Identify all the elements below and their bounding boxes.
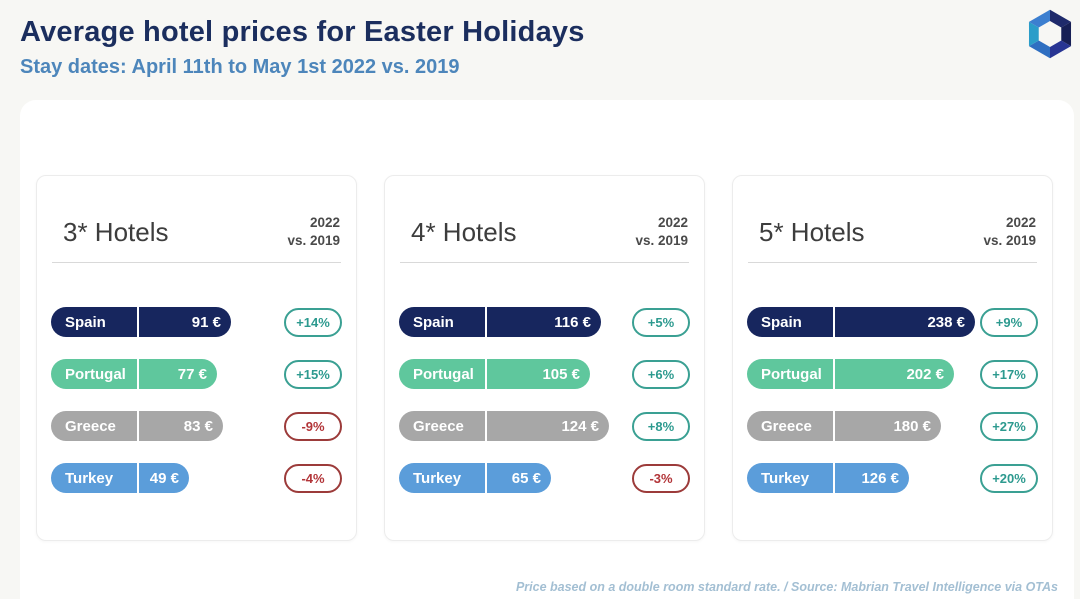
bar-price-value: 116 € bbox=[554, 313, 591, 331]
bar-price-value: 91 € bbox=[191, 313, 221, 331]
comparison-label: 2022 vs. 2019 bbox=[287, 214, 342, 250]
bar-country-label: Greece bbox=[51, 411, 139, 441]
change-badge: +15% bbox=[284, 359, 342, 389]
change-badge: +20% bbox=[980, 463, 1038, 493]
card-5-star-hotels: 5* Hotels 2022 vs. 2019 Spain 238 € +9% bbox=[732, 175, 1053, 541]
content-panel: 3* Hotels 2022 vs. 2019 Spain 91 € +14% bbox=[20, 100, 1074, 599]
change-badge: +5% bbox=[632, 307, 690, 337]
card-divider bbox=[400, 262, 689, 263]
bar-turkey: Turkey 126 € bbox=[747, 463, 909, 493]
bar-country-label: Portugal bbox=[399, 359, 487, 389]
card-divider bbox=[748, 262, 1037, 263]
bar-country-label: Greece bbox=[747, 411, 835, 441]
card-divider bbox=[52, 262, 341, 263]
comparison-year: 2022 bbox=[1005, 214, 1036, 230]
bar-rows: Spain 238 € +9% Portugal 202 € +17% Gree… bbox=[747, 307, 1038, 493]
change-badge: +9% bbox=[980, 307, 1038, 337]
bar-price-value: 202 € bbox=[906, 365, 944, 383]
card-title: 3* Hotels bbox=[63, 216, 169, 247]
row-portugal: Portugal 105 € +6% bbox=[399, 359, 690, 389]
bar-price-value: 49 € bbox=[149, 469, 179, 487]
bar-rows: Spain 91 € +14% Portugal 77 € +15% Greec… bbox=[51, 307, 342, 493]
bar-price-value: 83 € bbox=[183, 417, 213, 435]
bar-country-label: Spain bbox=[399, 307, 487, 337]
bar-price-value: 180 € bbox=[893, 417, 931, 435]
bar-greece: Greece 124 € bbox=[399, 411, 609, 441]
bar-country-label: Turkey bbox=[399, 463, 487, 493]
row-turkey: Turkey 126 € +20% bbox=[747, 463, 1038, 493]
bar-greece: Greece 180 € bbox=[747, 411, 941, 441]
bar-spain: Spain 91 € bbox=[51, 307, 231, 337]
bar-country-label: Turkey bbox=[747, 463, 835, 493]
row-spain: Spain 238 € +9% bbox=[747, 307, 1038, 337]
row-portugal: Portugal 77 € +15% bbox=[51, 359, 342, 389]
row-turkey: Turkey 49 € -4% bbox=[51, 463, 342, 493]
bar-country-label: Spain bbox=[747, 307, 835, 337]
bar-country-label: Spain bbox=[51, 307, 139, 337]
row-portugal: Portugal 202 € +17% bbox=[747, 359, 1038, 389]
card-title: 5* Hotels bbox=[759, 216, 865, 247]
comparison-vs-year: vs. 2019 bbox=[983, 233, 1036, 248]
comparison-vs-year: vs. 2019 bbox=[287, 233, 340, 248]
card-title: 4* Hotels bbox=[411, 216, 517, 247]
bar-price-value: 105 € bbox=[542, 365, 580, 383]
card-header: 4* Hotels 2022 vs. 2019 bbox=[399, 212, 690, 252]
row-greece: Greece 180 € +27% bbox=[747, 411, 1038, 441]
bar-price-value: 65 € bbox=[511, 469, 541, 487]
bar-country-label: Portugal bbox=[51, 359, 139, 389]
bar-country-label: Greece bbox=[399, 411, 487, 441]
bar-turkey: Turkey 49 € bbox=[51, 463, 189, 493]
comparison-year: 2022 bbox=[309, 214, 340, 230]
hotel-cards-row: 3* Hotels 2022 vs. 2019 Spain 91 € +14% bbox=[36, 175, 1053, 541]
bar-price-value: 238 € bbox=[927, 313, 965, 331]
comparison-year: 2022 bbox=[657, 214, 688, 230]
bar-country-label: Turkey bbox=[51, 463, 139, 493]
source-note: Price based on a double room standard ra… bbox=[515, 580, 1058, 594]
card-header: 5* Hotels 2022 vs. 2019 bbox=[747, 212, 1038, 252]
row-spain: Spain 91 € +14% bbox=[51, 307, 342, 337]
change-badge: -9% bbox=[284, 411, 342, 441]
page-subtitle: Stay dates: April 11th to May 1st 2022 v… bbox=[20, 56, 460, 78]
comparison-vs-year: vs. 2019 bbox=[635, 233, 688, 248]
bar-portugal: Portugal 105 € bbox=[399, 359, 590, 389]
change-badge: +27% bbox=[980, 411, 1038, 441]
page-title: Average hotel prices for Easter Holidays bbox=[20, 16, 585, 48]
bar-price-value: 124 € bbox=[561, 417, 599, 435]
change-badge: +17% bbox=[980, 359, 1038, 389]
bar-spain: Spain 238 € bbox=[747, 307, 975, 337]
card-header: 3* Hotels 2022 vs. 2019 bbox=[51, 212, 342, 252]
bar-spain: Spain 116 € bbox=[399, 307, 601, 337]
bar-rows: Spain 116 € +5% Portugal 105 € +6% Greec… bbox=[399, 307, 690, 493]
bar-price-value: 126 € bbox=[861, 469, 899, 487]
card-3-star-hotels: 3* Hotels 2022 vs. 2019 Spain 91 € +14% bbox=[36, 175, 357, 541]
card-4-star-hotels: 4* Hotels 2022 vs. 2019 Spain 116 € +5% bbox=[384, 175, 705, 541]
change-badge: +6% bbox=[632, 359, 690, 389]
comparison-label: 2022 vs. 2019 bbox=[635, 214, 690, 250]
bar-price-value: 77 € bbox=[177, 365, 207, 383]
change-badge: -3% bbox=[632, 463, 690, 493]
comparison-label: 2022 vs. 2019 bbox=[983, 214, 1038, 250]
row-greece: Greece 124 € +8% bbox=[399, 411, 690, 441]
bar-turkey: Turkey 65 € bbox=[399, 463, 551, 493]
change-badge: +8% bbox=[632, 411, 690, 441]
bar-portugal: Portugal 202 € bbox=[747, 359, 954, 389]
change-badge: +14% bbox=[284, 307, 342, 337]
mabrian-logo-icon bbox=[1028, 9, 1072, 59]
bar-country-label: Portugal bbox=[747, 359, 835, 389]
row-spain: Spain 116 € +5% bbox=[399, 307, 690, 337]
change-badge: -4% bbox=[284, 463, 342, 493]
row-greece: Greece 83 € -9% bbox=[51, 411, 342, 441]
row-turkey: Turkey 65 € -3% bbox=[399, 463, 690, 493]
bar-greece: Greece 83 € bbox=[51, 411, 223, 441]
bar-portugal: Portugal 77 € bbox=[51, 359, 217, 389]
